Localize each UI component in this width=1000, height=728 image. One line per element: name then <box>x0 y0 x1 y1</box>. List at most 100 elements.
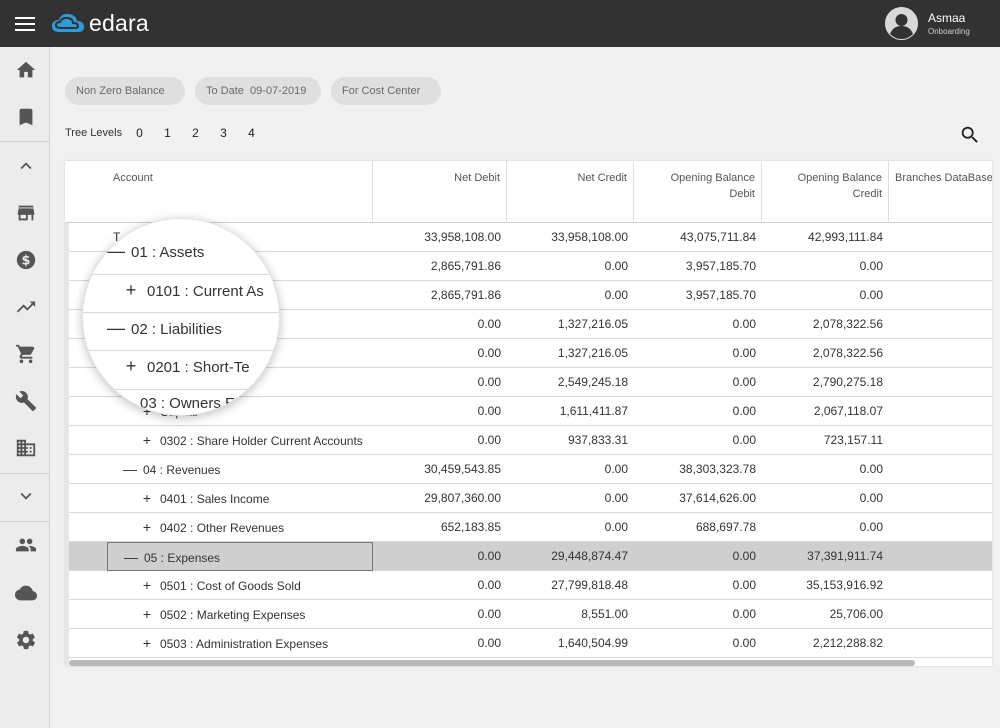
account-cell[interactable]: +0501 : Cost of Goods Sold <box>107 571 373 600</box>
account-cell[interactable]: — 05 : Expenses <box>107 542 373 571</box>
top-bar: edara Asmaa Onboarding <box>0 0 1000 47</box>
table-row[interactable]: 2,865,791.86 0.00 3,957,185.70 0.00 <box>65 281 992 310</box>
store-icon[interactable] <box>15 202 37 224</box>
wrench-icon[interactable] <box>15 390 37 412</box>
net-credit-cell: 0.00 <box>604 288 628 302</box>
net-credit-cell: 33,958,108.00 <box>551 230 628 244</box>
ob-credit-cell: 2,067,118.07 <box>813 404 883 418</box>
table-row[interactable]: 0.00 1,327,216.05 0.00 2,078,322.56 <box>65 310 992 339</box>
mag-row: 03 : Owners E <box>140 395 236 412</box>
horizontal-scrollbar[interactable] <box>69 660 915 666</box>
table-row[interactable]: +0502 : Marketing Expenses 0.00 8,551.00 0.… <box>65 600 992 629</box>
chip-date-value: 09-07-2019 <box>250 85 307 97</box>
net-debit-cell: 2,865,791.86 <box>430 288 501 302</box>
bookmark-icon[interactable] <box>15 106 37 128</box>
table-row[interactable]: 0.00 2,549,245.18 0.00 2,790,275.18 <box>65 368 992 397</box>
cloud-logo-icon <box>52 13 84 32</box>
col-net-credit[interactable]: Net Credit <box>507 161 634 223</box>
expand-icon[interactable]: + <box>142 519 152 535</box>
table-row[interactable]: T 33,958,108.00 33,958,108.00 43,075,711.84… <box>65 223 992 252</box>
gear-icon[interactable] <box>15 629 37 651</box>
ob-debit-cell: 0.00 <box>732 433 756 447</box>
tree-level-1[interactable]: 1 <box>164 126 171 140</box>
col-opening-balance-credit[interactable]: Opening Balance Credit <box>762 161 889 223</box>
logo[interactable]: edara <box>51 10 149 37</box>
net-credit-cell: 0.00 <box>604 259 628 273</box>
account-cell[interactable]: +0302 : Share Holder Current Accounts <box>107 426 373 455</box>
col-branches-database[interactable]: Branches DataBase <box>895 172 992 184</box>
expand-icon: + <box>125 356 137 376</box>
account-name: 05 : Expenses <box>144 551 221 565</box>
expand-icon[interactable]: + <box>142 577 152 593</box>
table-row[interactable]: 0.00 1,327,216.05 0.00 2,078,322.56 <box>65 339 992 368</box>
col-opening-balance-debit[interactable]: Opening Balance Debit <box>634 161 762 223</box>
people-icon[interactable] <box>15 534 37 556</box>
home-icon[interactable] <box>15 59 37 81</box>
net-debit-cell: 652,183.85 <box>440 520 501 534</box>
net-debit-cell: 0.00 <box>477 317 501 331</box>
col-net-debit[interactable]: Net Debit <box>373 161 507 223</box>
cost-center-chip[interactable]: For Cost Center <box>331 77 441 105</box>
tree-level-0[interactable]: 0 <box>136 126 143 140</box>
col-account[interactable]: Account <box>65 161 373 223</box>
non-zero-balance-chip[interactable]: Non Zero Balance <box>65 77 185 105</box>
menu-icon[interactable] <box>15 17 35 31</box>
expand-icon[interactable]: + <box>142 432 152 448</box>
net-debit-cell: 33,958,108.00 <box>424 230 501 244</box>
ob-debit-cell: 0.00 <box>732 607 756 621</box>
net-debit-cell: 0.00 <box>477 636 501 650</box>
search-icon[interactable] <box>959 124 981 146</box>
trending-up-icon[interactable] <box>15 296 37 318</box>
net-debit-cell: 0.00 <box>477 375 501 389</box>
tree-level-2[interactable]: 2 <box>192 126 199 140</box>
account-cell[interactable]: +0402 : Other Revenues <box>107 513 373 542</box>
account-cell[interactable]: +0502 : Marketing Expenses <box>107 600 373 629</box>
mag-row: —01 : Assets <box>107 241 205 261</box>
tree-levels: Tree Levels 0 1 2 3 4 <box>65 126 276 140</box>
net-debit-cell: 29,807,360.00 <box>424 491 501 505</box>
table-row[interactable]: — 05 : Expenses 0.00 29,448,874.47 0.00 37,39… <box>65 542 992 571</box>
tree-level-4[interactable]: 4 <box>248 126 255 140</box>
ob-credit-cell: 0.00 <box>859 259 883 273</box>
dollar-icon[interactable]: $ <box>15 249 37 271</box>
ob-debit-cell: 0.00 <box>732 578 756 592</box>
expand-icon[interactable]: + <box>142 403 152 419</box>
account-cell[interactable]: — 04 : Revenues <box>107 455 373 484</box>
net-debit-cell: 0.00 <box>477 346 501 360</box>
table-row[interactable]: +0503 : Administration Expenses 0.00 1,640… <box>65 629 992 658</box>
to-date-chip[interactable]: To Date 09-07-2019 <box>195 77 321 105</box>
cart-icon[interactable] <box>15 343 37 365</box>
table-row[interactable]: +0401 : Sales Income 29,807,360.00 0.00 37,… <box>65 484 992 513</box>
account-name: 0402 : Other Revenues <box>160 521 285 535</box>
net-credit-cell: 1,611,411.87 <box>559 404 628 418</box>
chevron-down-icon[interactable] <box>15 485 37 507</box>
account-name: 0302 : Share Holder Current Accounts <box>160 434 363 448</box>
tree-levels-label: Tree Levels <box>65 127 123 139</box>
net-credit-cell: 1,327,216.05 <box>557 317 628 331</box>
ob-credit-cell: 2,790,275.18 <box>812 375 883 389</box>
net-debit-cell: 0.00 <box>477 607 501 621</box>
table-row[interactable]: — 04 : Revenues 30,459,543.85 0.00 38,303,32… <box>65 455 992 484</box>
chevron-up-icon[interactable] <box>15 155 37 177</box>
expand-icon[interactable]: + <box>142 606 152 622</box>
user-menu[interactable]: Asmaa Onboarding <box>885 7 970 40</box>
tree-level-3[interactable]: 3 <box>220 126 227 140</box>
avatar[interactable] <box>885 7 918 40</box>
account-cell[interactable]: +0401 : Sales Income <box>107 484 373 513</box>
account-cell[interactable]: T <box>107 223 373 252</box>
user-name: Asmaa <box>928 10 966 25</box>
net-credit-cell: 0.00 <box>604 491 628 505</box>
building-icon[interactable] <box>15 437 37 459</box>
table-row[interactable]: +0302 : Share Holder Current Accounts 0.0… <box>65 426 992 455</box>
table-row[interactable]: 2,865,791.86 0.00 3,957,185.70 0.00 <box>65 252 992 281</box>
account-cell[interactable]: +0503 : Administration Expenses <box>107 629 373 658</box>
cloud-icon[interactable] <box>15 582 37 604</box>
collapse-icon[interactable]: — <box>124 549 138 565</box>
magnifier-lens: —01 : Assets +0101 : Current As —02 : Li… <box>82 218 280 416</box>
table-row[interactable]: +0501 : Cost of Goods Sold 0.00 27,799,818… <box>65 571 992 600</box>
table-row[interactable]: +0402 : Other Revenues 652,183.85 0.00 688,… <box>65 513 992 542</box>
net-debit-cell: 2,865,791.86 <box>430 259 501 273</box>
expand-icon[interactable]: + <box>142 635 152 651</box>
expand-icon[interactable]: + <box>142 490 152 506</box>
collapse-icon[interactable]: — <box>123 461 137 477</box>
